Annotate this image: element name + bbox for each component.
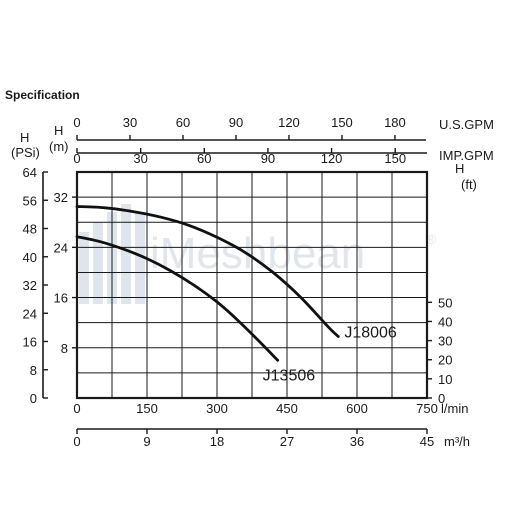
lmin-tick-label: 300	[206, 401, 228, 416]
m3h-tick-label: 36	[350, 434, 364, 449]
impgpm-tick-label: 150	[384, 151, 406, 166]
feet-axis-label-top: H	[455, 161, 464, 176]
lmin-tick-label: 600	[346, 401, 368, 416]
psi-tick-label: 32	[23, 278, 37, 293]
lmin-tick-label: 0	[73, 401, 80, 416]
lmin-tick-label: 450	[276, 401, 298, 416]
m3h-tick-label: 0	[73, 434, 80, 449]
impgpm-tick-label: 0	[73, 151, 80, 166]
lmin-tick-label: 150	[136, 401, 158, 416]
feet-tick-label: 20	[438, 353, 452, 368]
feet-tick-label: 0	[438, 391, 445, 406]
psi-tick-label: 64	[23, 165, 37, 180]
meters-tick-label: 8	[61, 341, 68, 356]
usgpm-tick-label: 180	[384, 115, 406, 130]
page-title: Specification	[5, 88, 80, 102]
feet-tick-label: 10	[438, 372, 452, 387]
impgpm-tick-label: 90	[261, 151, 275, 166]
impgpm-tick-label: 30	[133, 151, 147, 166]
usgpm-tick-label: 0	[73, 115, 80, 130]
psi-tick-label: 0	[30, 391, 37, 406]
watermark-registered-mark: ®	[426, 231, 437, 247]
psi-tick-label: 24	[23, 306, 37, 321]
usgpm-tick-label: 30	[123, 115, 137, 130]
m3h-axis-label: m³/h	[444, 434, 470, 449]
impgpm-tick-label: 60	[197, 151, 211, 166]
curve-j13506	[75, 235, 280, 362]
usgpm-axis-label: U.S.GPM	[439, 117, 494, 132]
m3h-tick-label: 45	[420, 434, 434, 449]
lmin-axis-label: l/min	[441, 401, 468, 416]
curve-label-j13506: J13506	[263, 367, 316, 384]
meters-tick-label: 24	[54, 240, 68, 255]
meters-tick-label: 32	[54, 190, 68, 205]
impgpm-axis-label: IMP.GPM	[439, 148, 494, 163]
psi-axis-label-bottom: (PSi)	[11, 145, 40, 160]
feet-tick-label: 40	[438, 314, 452, 329]
meters-axis-label-top: H	[54, 123, 63, 138]
feet-tick-label: 50	[438, 295, 452, 310]
curve-label-j18006: J18006	[344, 324, 397, 341]
psi-axis-label-top: H	[20, 130, 29, 145]
psi-tick-label: 56	[23, 193, 37, 208]
psi-tick-label: 40	[23, 250, 37, 265]
psi-tick-label: 48	[23, 222, 37, 237]
m3h-tick-label: 9	[143, 434, 150, 449]
meters-axis-label-bottom: (m)	[49, 139, 69, 154]
psi-tick-label: 16	[23, 335, 37, 350]
curves: J18006 J13506	[75, 205, 397, 384]
m3h-tick-label: 18	[210, 434, 224, 449]
plot-frame	[75, 170, 429, 400]
m3h-tick-label: 27	[280, 434, 294, 449]
impgpm-tick-label: 120	[321, 151, 343, 166]
feet-tick-label: 30	[438, 334, 452, 349]
curve-j18006	[75, 205, 340, 338]
watermark-text: iMeshbean	[150, 229, 365, 278]
usgpm-tick-label: 90	[229, 115, 243, 130]
meters-tick-label: 16	[54, 291, 68, 306]
usgpm-tick-label: 60	[176, 115, 190, 130]
lmin-tick-label: 750	[416, 401, 438, 416]
usgpm-tick-label: 150	[331, 115, 353, 130]
feet-axis-label-bottom: (ft)	[461, 177, 477, 192]
usgpm-tick-label: 120	[278, 115, 300, 130]
psi-tick-label: 8	[30, 363, 37, 378]
